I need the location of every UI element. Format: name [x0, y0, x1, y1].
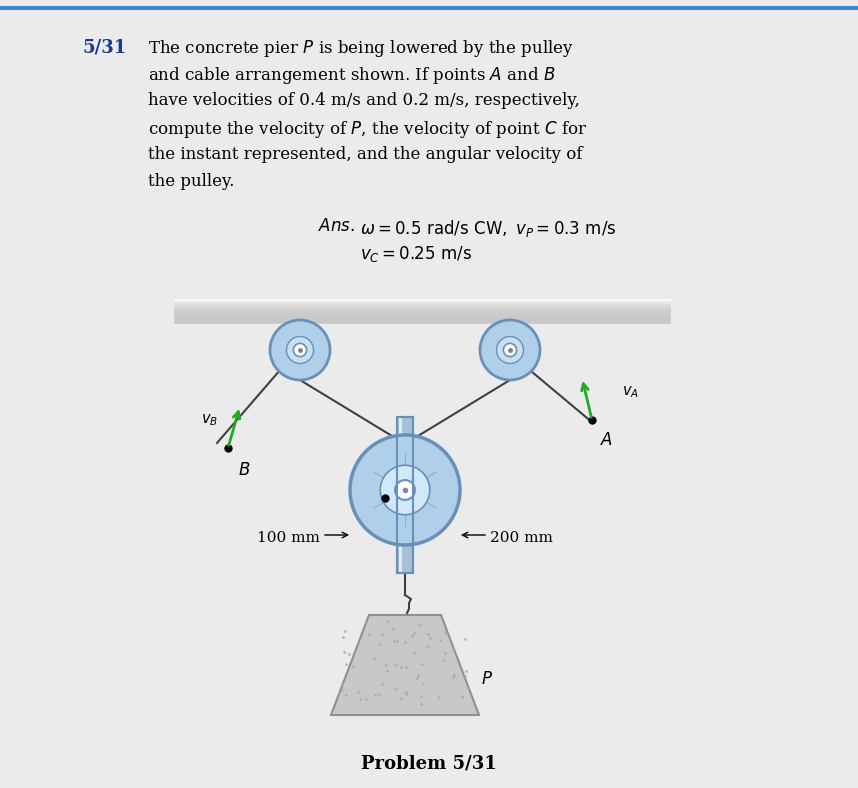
- Text: $P$: $P$: [481, 671, 493, 689]
- Circle shape: [350, 435, 460, 545]
- Text: 100 mm: 100 mm: [257, 531, 320, 545]
- Text: The concrete pier $P$ is being lowered by the pulley: The concrete pier $P$ is being lowered b…: [148, 38, 574, 59]
- Text: Problem 5/31: Problem 5/31: [361, 755, 497, 773]
- Circle shape: [380, 465, 430, 515]
- Bar: [397, 417, 413, 573]
- Text: $\omega = 0.5\ \mathrm{rad/s\ CW,}\ v_P = 0.3\ \mathrm{m/s}$: $\omega = 0.5\ \mathrm{rad/s\ CW,}\ v_P …: [360, 218, 617, 239]
- Polygon shape: [331, 615, 479, 715]
- Bar: [399, 417, 402, 573]
- Text: the pulley.: the pulley.: [148, 173, 234, 190]
- Circle shape: [293, 344, 306, 357]
- Circle shape: [504, 344, 517, 357]
- Text: $C$: $C$: [360, 489, 373, 507]
- Text: have velocities of 0.4 m/s and 0.2 m/s, respectively,: have velocities of 0.4 m/s and 0.2 m/s, …: [148, 92, 580, 109]
- Circle shape: [497, 336, 523, 363]
- Text: $v_C = 0.25\ \mathrm{m/s}$: $v_C = 0.25\ \mathrm{m/s}$: [360, 244, 472, 264]
- Circle shape: [287, 336, 313, 363]
- Text: the instant represented, and the angular velocity of: the instant represented, and the angular…: [148, 146, 583, 163]
- Text: 5/31: 5/31: [82, 38, 126, 56]
- Text: 200 mm: 200 mm: [490, 531, 553, 545]
- Text: and cable arrangement shown. If points $A$ and $B$: and cable arrangement shown. If points $…: [148, 65, 556, 86]
- Text: $v_B$: $v_B$: [201, 412, 218, 428]
- Bar: [397, 417, 413, 573]
- Circle shape: [270, 320, 330, 380]
- Circle shape: [480, 320, 540, 380]
- Circle shape: [395, 480, 415, 500]
- Text: compute the velocity of $P$, the velocity of point $C$ for: compute the velocity of $P$, the velocit…: [148, 119, 588, 140]
- Text: $B$: $B$: [238, 462, 251, 479]
- Text: $v_A$: $v_A$: [622, 385, 639, 400]
- Text: $A$: $A$: [600, 432, 613, 449]
- Text: $\mathit{Ans.}$: $\mathit{Ans.}$: [318, 218, 355, 235]
